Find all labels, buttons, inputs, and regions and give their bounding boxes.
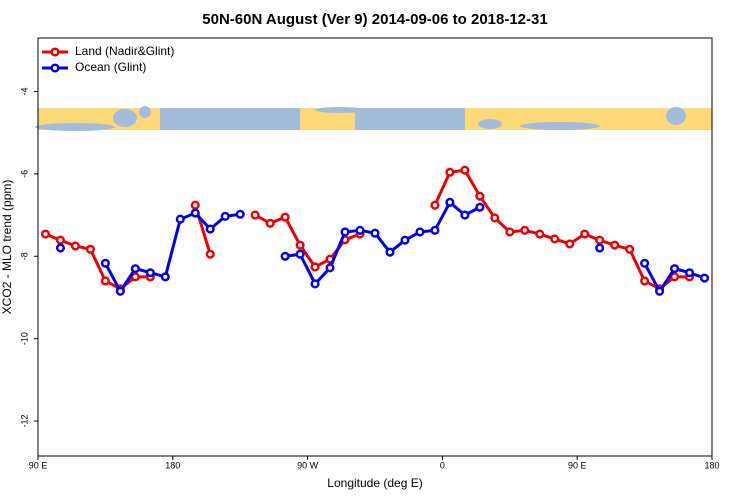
series-point [475, 202, 485, 212]
plot-frame [37, 37, 713, 457]
x-tick-label: 0 [440, 460, 445, 470]
map-water [113, 109, 137, 127]
series-point [280, 251, 290, 261]
series-point [190, 208, 200, 218]
series-point [280, 212, 290, 222]
map-water [478, 119, 502, 129]
series-point [40, 229, 51, 239]
series-point [310, 279, 320, 289]
series-point [640, 276, 650, 286]
series-point [565, 239, 575, 249]
legend-label: Land (Nadir&Glint) [75, 44, 174, 58]
y-axis-label: XCO2 - MLO trend (ppm) [0, 180, 14, 315]
series-point [400, 235, 410, 245]
series-point [430, 225, 440, 235]
series-point [430, 200, 440, 210]
y-tick-label: -12 [19, 414, 29, 427]
series-point [385, 247, 395, 257]
series-point [205, 224, 215, 234]
series-point [505, 227, 515, 237]
map-water [35, 123, 115, 131]
series-point [55, 235, 66, 245]
series-point [445, 167, 455, 177]
series-point [355, 225, 365, 235]
series-point [85, 244, 95, 254]
series-line [44, 168, 690, 291]
map-water [666, 107, 686, 125]
series-point [580, 229, 590, 239]
series-point [190, 200, 200, 210]
map-water [139, 106, 151, 118]
y-tick-label: -8 [19, 252, 29, 260]
series-point [445, 197, 455, 207]
x-tick-label: 90 E [568, 460, 587, 470]
series-point [550, 234, 560, 244]
series-point [130, 264, 140, 274]
series-point [160, 272, 170, 282]
series-point [220, 211, 230, 221]
series-point [535, 229, 545, 239]
series-point [145, 268, 155, 278]
series-point [670, 264, 680, 274]
x-axis-label: Longitude (deg E) [327, 476, 422, 490]
series-point [310, 262, 320, 272]
x-tick-label: 180 [704, 460, 719, 470]
series-point [340, 227, 350, 237]
series-point [475, 191, 485, 201]
chart-title: 50N-60N August (Ver 9) 2014-09-06 to 201… [202, 11, 547, 28]
series-point [295, 240, 305, 250]
series-point [625, 244, 635, 254]
series-point [640, 258, 650, 268]
series-point [295, 249, 305, 259]
series-point [205, 249, 215, 259]
series-point [610, 240, 620, 250]
series-point [595, 235, 605, 245]
series-point [325, 263, 335, 273]
series-point [370, 228, 380, 238]
series-point [265, 218, 275, 228]
series-point [655, 286, 665, 296]
legend-marker [50, 63, 60, 73]
series-point [699, 273, 710, 283]
series-point [100, 276, 110, 286]
legend-marker [50, 47, 60, 57]
x-tick-label: 90 W [297, 460, 319, 470]
map-water [355, 108, 465, 130]
series-point [490, 213, 500, 223]
series-point [595, 243, 605, 253]
series-point [55, 243, 66, 253]
legend-label: Ocean (Glint) [75, 60, 146, 74]
y-tick-label: -6 [19, 170, 29, 178]
series-point [684, 268, 695, 278]
series-point [520, 225, 530, 235]
map-water [160, 108, 300, 130]
series-point [670, 272, 680, 282]
series-point [460, 210, 470, 220]
series-point [250, 210, 260, 220]
y-tick-label: -10 [19, 332, 29, 345]
series-point [415, 227, 425, 237]
series-point [235, 209, 245, 219]
map-water [520, 122, 600, 130]
y-tick-label: -4 [19, 88, 29, 96]
series-point [115, 286, 125, 296]
series-point [100, 258, 110, 268]
map-strip [35, 106, 712, 131]
series-point [175, 214, 185, 224]
map-water [315, 107, 365, 113]
x-tick-label: 180 [165, 460, 180, 470]
series-point [70, 241, 80, 251]
x-tick-label: 90 E [29, 460, 48, 470]
series-point [130, 272, 140, 282]
series-point [460, 165, 470, 175]
